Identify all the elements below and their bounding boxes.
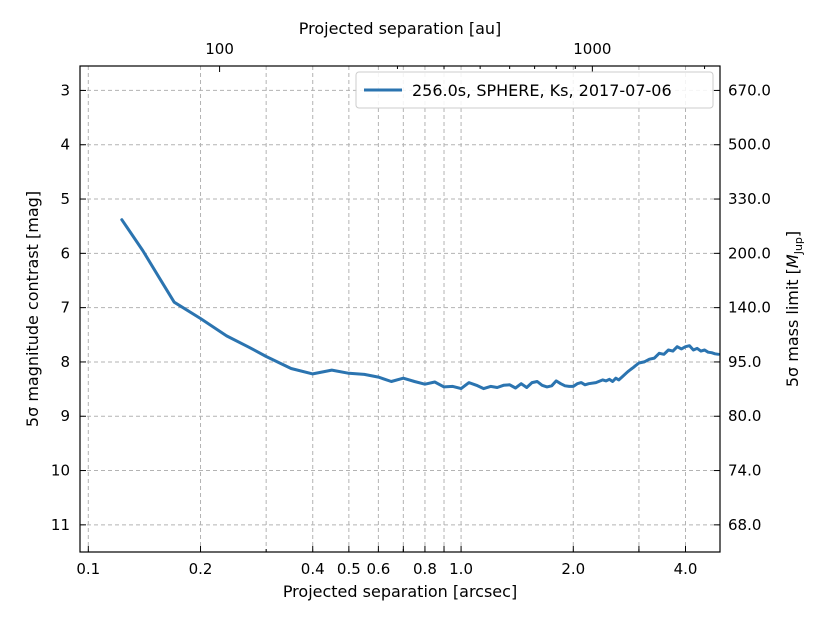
right-axis-title-symbol: M [783, 254, 802, 268]
right-tick-label: 200.0 [728, 244, 771, 262]
right-axis-title-suffix: ] [783, 231, 802, 237]
x-tick-label: 1.0 [449, 560, 473, 578]
right-tick-label: 670.0 [728, 81, 771, 99]
right-tick-label: 68.0 [728, 516, 761, 534]
legend: 256.0s, SPHERE, Ks, 2017-07-06 [355, 71, 714, 109]
x-axis-title: Projected separation [arcsec] [283, 582, 517, 601]
series-line [120, 218, 720, 391]
right-axis-title: 5σ mass limit [MJup] [783, 231, 805, 387]
x-tick-label: 0.1 [76, 560, 100, 578]
x-tick-label: 4.0 [674, 560, 698, 578]
right-tick-label: 80.0 [728, 407, 761, 425]
x-tick-label: 2.0 [561, 560, 585, 578]
x-tick-label: 0.6 [366, 560, 390, 578]
axis-ticks [80, 66, 720, 552]
top-tick-label: 100 [205, 40, 234, 58]
series-layer [120, 218, 720, 391]
y-axis-title: 5σ magnitude contrast [mag] [23, 191, 42, 427]
y-tick-label: 7 [60, 299, 70, 317]
tick-labels: 0.1 0.2 0.4 0.5 0.6 0.8 1.0 2.0 4.0 100 1000 3 4 5 6 7 8… [51, 40, 771, 578]
x-tick-label: 0.5 [337, 560, 361, 578]
y-tick-label: 10 [51, 462, 70, 480]
top-tick-label: 1000 [573, 40, 611, 58]
right-tick-label: 330.0 [728, 190, 771, 208]
legend-label: 256.0s, SPHERE, Ks, 2017-07-06 [412, 81, 672, 100]
y-tick-label: 9 [60, 407, 70, 425]
right-axis-title-subscript: Jup [792, 237, 805, 255]
right-tick-label: 500.0 [728, 136, 771, 154]
y-tick-label: 3 [60, 81, 70, 99]
right-tick-label: 140.0 [728, 299, 771, 317]
y-tick-label: 4 [60, 136, 70, 154]
y-tick-label: 8 [60, 353, 70, 371]
grid-lines [80, 66, 720, 552]
x-tick-label: 0.2 [189, 560, 213, 578]
right-tick-label: 74.0 [728, 462, 761, 480]
top-axis-title: Projected separation [au] [299, 19, 502, 38]
y-tick-label: 6 [60, 244, 70, 262]
right-axis-title-prefix: 5σ mass limit [ [783, 268, 802, 387]
y-tick-label: 11 [51, 516, 70, 534]
x-tick-label: 0.4 [301, 560, 325, 578]
legend-box [355, 71, 714, 109]
right-tick-label: 95.0 [728, 353, 761, 371]
x-tick-label: 0.8 [413, 560, 437, 578]
y-tick-label: 5 [60, 190, 70, 208]
plot-frame [79, 65, 721, 553]
